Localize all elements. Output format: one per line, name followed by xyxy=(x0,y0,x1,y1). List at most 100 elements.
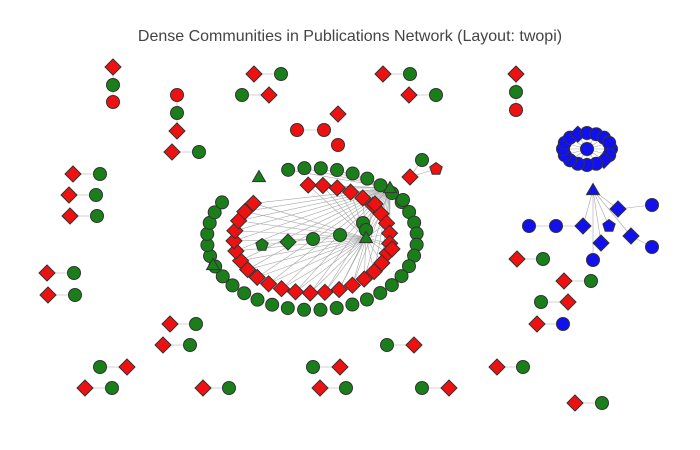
diamond-node-88 xyxy=(574,217,592,235)
circle-node-109 xyxy=(394,269,409,284)
circle-node-54 xyxy=(536,252,550,266)
circle-node-168 xyxy=(333,228,347,242)
circle-node-92 xyxy=(586,253,600,267)
diamond-node-148 xyxy=(286,283,305,301)
diamond-node-6 xyxy=(260,86,278,104)
edge-86 xyxy=(363,187,391,280)
circle-node-18 xyxy=(192,145,206,159)
circle-node-63 xyxy=(415,153,429,167)
circle-node-84 xyxy=(549,219,563,233)
edge-103 xyxy=(257,237,367,278)
circle-node-28 xyxy=(90,209,104,223)
diamond-node-158 xyxy=(236,202,254,221)
circle-node-57 xyxy=(534,295,548,309)
triangle-node-93 xyxy=(585,182,601,196)
circle-node-98 xyxy=(345,166,360,181)
diamond-node-61 xyxy=(566,394,584,412)
edge-53 xyxy=(592,189,632,237)
diamond-node-147 xyxy=(301,284,319,302)
circle-node-83 xyxy=(522,219,536,233)
diamond-node-55 xyxy=(555,272,573,290)
diamond-node-130 xyxy=(299,176,317,194)
circle-node-114 xyxy=(329,301,344,316)
diamond-node-48 xyxy=(405,336,423,354)
edge-116 xyxy=(244,187,391,212)
circle-node-82 xyxy=(580,142,594,156)
diamond-node-7 xyxy=(374,65,392,83)
node-layer xyxy=(38,58,659,412)
diamond-node-29 xyxy=(38,264,56,282)
circle-node-36 xyxy=(183,338,197,352)
pentagon-node-89 xyxy=(602,218,616,232)
circle-node-10 xyxy=(429,88,443,102)
edge-84 xyxy=(373,187,391,272)
circle-node-26 xyxy=(89,188,103,202)
edge-95 xyxy=(309,237,367,294)
circle-node-15 xyxy=(170,106,184,120)
circle-node-112 xyxy=(359,292,374,307)
diamond-node-53 xyxy=(508,250,526,268)
edge-88 xyxy=(352,187,391,286)
circle-node-100 xyxy=(373,178,388,193)
figure-title: Dense Communities in Publications Networ… xyxy=(138,28,562,45)
diamond-node-131 xyxy=(314,176,332,195)
edge-54 xyxy=(592,189,602,244)
circle-node-162 xyxy=(396,193,410,207)
diamond-node-151 xyxy=(248,268,266,287)
diamond-node-142 xyxy=(365,262,383,281)
diamond-node-87 xyxy=(609,200,627,218)
diamond-node-132 xyxy=(328,179,346,197)
edge-89 xyxy=(352,237,367,286)
circle-node-22 xyxy=(331,138,345,152)
diamond-node-39 xyxy=(76,379,94,397)
circle-node-8 xyxy=(403,67,417,81)
diamond-node-33 xyxy=(161,315,179,333)
circle-node-12 xyxy=(509,85,523,99)
diamond-node-58 xyxy=(559,293,577,311)
diamond-node-91 xyxy=(592,234,610,252)
circle-node-40 xyxy=(105,381,119,395)
edge-93 xyxy=(324,237,367,293)
circle-node-95 xyxy=(297,161,312,176)
circle-node-121 xyxy=(225,278,240,293)
circle-node-118 xyxy=(265,297,280,312)
circle-node-37 xyxy=(93,360,107,374)
circle-node-117 xyxy=(280,301,295,316)
circle-node-46 xyxy=(339,381,353,395)
circle-node-60 xyxy=(556,317,570,331)
circle-node-111 xyxy=(373,285,388,300)
circle-node-94 xyxy=(281,162,296,177)
diamond-node-146 xyxy=(316,283,334,302)
circle-node-30 xyxy=(67,266,81,280)
diamond-node-3 xyxy=(245,65,263,83)
circle-node-47 xyxy=(380,338,394,352)
diamond-node-16 xyxy=(168,122,186,140)
diamond-node-50 xyxy=(440,379,458,397)
diamond-node-149 xyxy=(272,279,291,298)
diamond-node-0 xyxy=(104,58,122,76)
triangle-node-172 xyxy=(382,180,398,194)
circle-node-129 xyxy=(215,195,230,210)
diamond-node-31 xyxy=(39,286,57,304)
circle-node-2 xyxy=(106,95,120,109)
diamond-node-17 xyxy=(163,143,181,161)
edge-91 xyxy=(338,237,367,290)
circle-node-120 xyxy=(237,286,252,301)
diamond-node-27 xyxy=(61,207,79,225)
diamond-node-150 xyxy=(259,275,278,293)
diamond-node-25 xyxy=(60,186,78,204)
diamond-node-159 xyxy=(244,194,263,213)
diamond-node-44 xyxy=(331,358,349,376)
circle-node-86 xyxy=(645,240,659,254)
diamond-node-134 xyxy=(353,189,372,207)
diamond-node-133 xyxy=(341,183,360,201)
circle-node-49 xyxy=(415,381,429,395)
edge-99 xyxy=(281,237,367,289)
pentagon-node-65 xyxy=(429,161,443,175)
circle-node-128 xyxy=(207,205,222,220)
circle-node-4 xyxy=(274,67,288,81)
edge-119 xyxy=(253,203,367,239)
circle-node-115 xyxy=(313,302,328,317)
edge-97 xyxy=(295,237,367,293)
